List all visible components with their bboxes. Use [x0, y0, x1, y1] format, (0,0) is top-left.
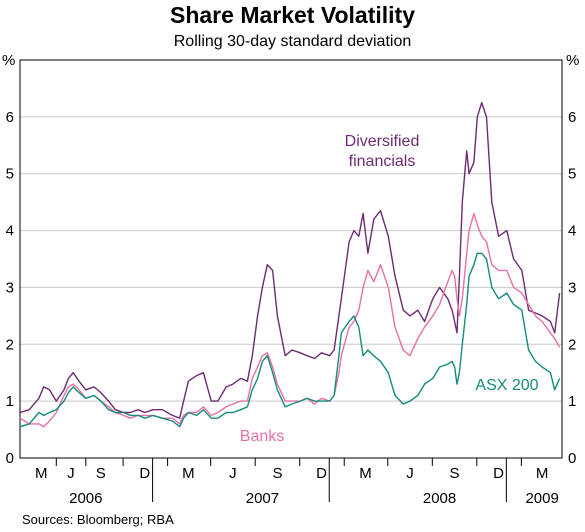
series-label: Diversified — [345, 133, 420, 150]
y-tick-label-left: 2 — [6, 336, 14, 353]
series-line-banks — [19, 212, 561, 428]
x-year-label: 2007 — [246, 490, 279, 507]
series-label: financials — [349, 153, 416, 170]
y-unit-left: % — [2, 52, 15, 69]
y-tick-label-left: 5 — [6, 166, 14, 183]
x-year-label: 2009 — [525, 490, 558, 507]
chart-title: Share Market Volatility — [170, 2, 415, 28]
y-tick-label-right: 4 — [568, 223, 576, 240]
x-tick-label: D — [493, 465, 504, 482]
series-line-asx-200 — [19, 252, 561, 428]
x-tick-label: D — [139, 465, 150, 482]
y-tick-label-left: 6 — [6, 109, 14, 126]
x-tick-label: S — [96, 465, 106, 482]
x-year-label: 2006 — [69, 490, 102, 507]
x-tick-label: S — [272, 465, 282, 482]
sources-note: Sources: Bloomberg; RBA — [22, 512, 174, 527]
y-tick-label-left: 3 — [6, 279, 14, 296]
x-tick-label: M — [536, 465, 549, 482]
x-tick-label: J — [406, 465, 414, 482]
y-tick-label-right: 1 — [568, 393, 576, 410]
chart-subtitle: Rolling 30-day standard deviation — [173, 33, 412, 50]
series-label: ASX 200 — [475, 377, 538, 394]
series-lines — [19, 101, 561, 428]
x-year-label: 2008 — [423, 490, 456, 507]
x-tick-label: M — [182, 465, 195, 482]
y-tick-label-left: 0 — [6, 450, 14, 467]
y-tick-label-right: 6 — [568, 109, 576, 126]
axes: 0 0 1 1 2 2 3 3 4 4 5 5 6 6% % M J S D M J S D M J S D M 2006 2007 200… — [2, 52, 579, 507]
x-tick-label: J — [67, 465, 75, 482]
y-tick-label-right: 0 — [568, 450, 576, 467]
x-tick-label: M — [35, 465, 48, 482]
series-line-diversified-financials — [19, 101, 561, 419]
plot-frame — [19, 59, 563, 459]
y-tick-label-right: 2 — [568, 336, 576, 353]
x-tick-label: J — [229, 465, 237, 482]
y-tick-label-right: 3 — [568, 279, 576, 296]
x-tick-label: M — [359, 465, 372, 482]
x-tick-label: S — [450, 465, 460, 482]
gridlines — [20, 116, 562, 402]
y-tick-label-right: 5 — [568, 166, 576, 183]
y-unit-right: % — [566, 52, 579, 69]
series-label: Banks — [240, 428, 284, 445]
annotations: Diversified financials Banks ASX 200 — [240, 133, 539, 445]
y-tick-label-left: 4 — [6, 223, 14, 240]
x-tick-label: D — [316, 465, 327, 482]
y-tick-label-left: 1 — [6, 393, 14, 410]
